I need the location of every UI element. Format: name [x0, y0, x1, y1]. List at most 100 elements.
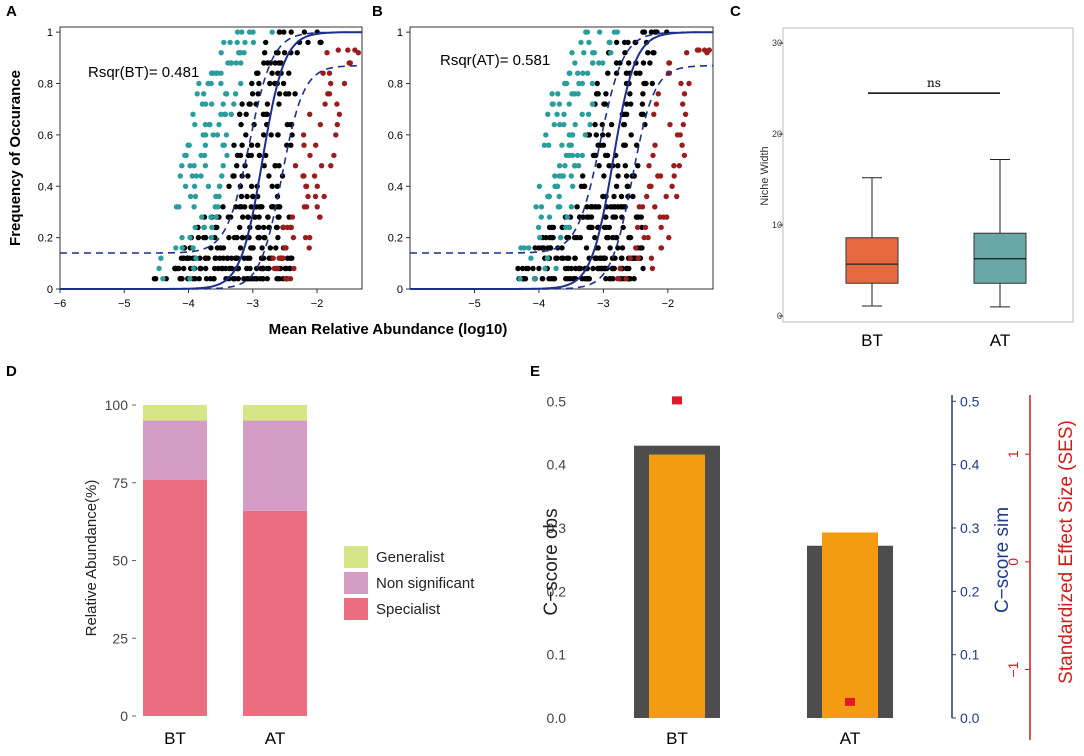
point-specialist — [680, 121, 686, 128]
point-neutral — [292, 91, 298, 97]
x-tick-label: AT — [265, 729, 285, 748]
point-neutral — [180, 255, 187, 261]
point-generalist — [568, 173, 574, 179]
panel-d: D 0 25 50 75 100 BT AT Relative Abundance(%) G… — [6, 363, 475, 748]
point-neutral — [611, 193, 617, 200]
panel-label-b: B — [372, 3, 383, 20]
point-neutral — [272, 80, 278, 87]
point-generalist — [224, 152, 230, 159]
point-neutral — [645, 50, 651, 56]
point-neutral — [525, 265, 531, 272]
point-neutral — [550, 234, 556, 241]
point-generalist — [192, 224, 198, 231]
point-neutral — [610, 276, 616, 282]
stacked-bar-d: 0 25 50 75 100 BT AT — [105, 397, 307, 748]
x-tick-label: −5 — [118, 298, 131, 310]
plot-frame-b — [409, 26, 714, 290]
x-tick-label: BT — [861, 331, 883, 350]
point-neutral — [592, 121, 598, 128]
point-specialist — [644, 193, 650, 200]
points-b — [515, 29, 712, 282]
point-neutral — [584, 276, 590, 282]
point-generalist — [566, 224, 572, 231]
point-specialist — [302, 234, 309, 241]
point-specialist — [280, 255, 286, 261]
point-specialist — [646, 183, 653, 189]
point-generalist — [201, 152, 208, 159]
point-specialist — [334, 101, 340, 107]
point-neutral — [539, 276, 546, 282]
point-specialist — [669, 183, 675, 189]
point-generalist — [191, 183, 198, 189]
point-neutral — [580, 173, 586, 179]
point-neutral — [254, 70, 260, 76]
point-neutral — [259, 245, 265, 251]
point-specialist — [322, 101, 328, 107]
y-tick-label: 0.6 — [388, 130, 403, 142]
point-neutral — [597, 255, 604, 261]
point-specialist — [701, 47, 708, 53]
point-generalist — [177, 173, 183, 179]
point-generalist — [160, 276, 166, 282]
point-neutral — [231, 142, 237, 148]
point-neutral — [541, 245, 547, 251]
point-generalist — [585, 111, 592, 118]
fit-b — [410, 31, 713, 290]
point-neutral — [638, 111, 645, 118]
point-neutral — [181, 265, 187, 272]
point-specialist — [335, 47, 341, 53]
point-specialist — [331, 152, 337, 159]
point-neutral — [220, 204, 226, 210]
point-neutral — [622, 163, 628, 169]
point-generalist — [220, 101, 226, 107]
legend-d: Generalist Non significant Specialist — [344, 546, 475, 620]
point-neutral — [266, 173, 272, 179]
point-generalist — [553, 265, 559, 272]
point-generalist — [545, 193, 551, 200]
point-neutral — [241, 255, 247, 261]
point-specialist — [346, 60, 352, 66]
point-neutral — [272, 163, 278, 169]
point-specialist — [682, 111, 689, 118]
point-neutral — [600, 132, 606, 138]
point-generalist — [562, 163, 568, 169]
point-neutral — [572, 255, 578, 261]
point-generalist — [231, 101, 237, 107]
point-generalist — [227, 39, 233, 46]
point-specialist — [336, 111, 343, 118]
point-generalist — [575, 70, 581, 76]
point-generalist — [586, 39, 592, 46]
point-generalist — [200, 132, 206, 138]
point-neutral — [289, 255, 295, 261]
y-tick-label: 0.4 — [38, 181, 53, 193]
point-generalist — [589, 80, 596, 87]
point-generalist — [571, 163, 578, 169]
point-neutral — [596, 163, 602, 169]
point-generalist — [608, 50, 614, 56]
point-specialist — [328, 163, 334, 169]
point-neutral — [294, 50, 300, 56]
point-neutral — [203, 234, 209, 241]
point-neutral — [245, 173, 251, 179]
point-neutral — [268, 132, 274, 138]
point-neutral — [275, 234, 281, 241]
point-neutral — [281, 50, 288, 56]
point-neutral — [577, 234, 584, 241]
point-neutral — [615, 163, 621, 169]
point-generalist — [179, 163, 185, 169]
point-specialist — [666, 234, 672, 241]
point-generalist — [538, 204, 545, 210]
point-neutral — [264, 276, 270, 282]
point-neutral — [604, 234, 610, 241]
point-neutral — [546, 224, 553, 231]
point-neutral — [255, 142, 261, 148]
point-generalist — [218, 111, 224, 118]
x-tick-label: −4 — [533, 298, 546, 310]
ci-upper-line — [410, 31, 713, 254]
point-neutral — [627, 276, 633, 282]
point-neutral — [256, 224, 262, 231]
point-generalist — [185, 142, 191, 148]
point-generalist — [198, 173, 204, 179]
point-neutral — [559, 245, 565, 251]
point-generalist — [559, 142, 565, 148]
